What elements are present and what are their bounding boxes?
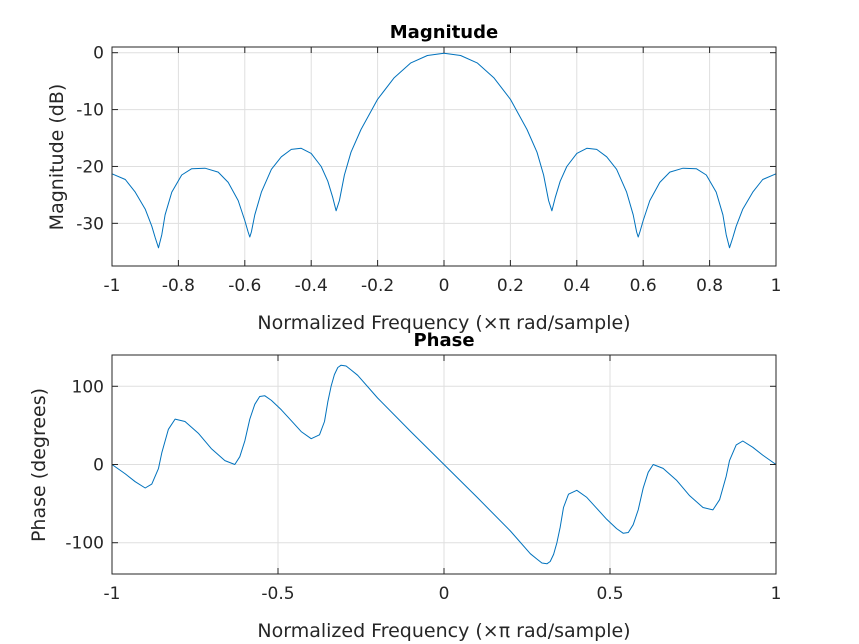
magnitude-xtick-label: -0.4: [295, 276, 328, 296]
magnitude-ytick-label: -30: [76, 214, 104, 234]
magnitude-xtick-label: -1: [104, 276, 121, 296]
phase-xtick-label: 1: [771, 584, 782, 604]
magnitude-xtick-label: -0.2: [361, 276, 394, 296]
magnitude-curve: [111, 52, 777, 249]
magnitude-ytick-label: -10: [76, 101, 104, 121]
magnitude-axes: -1 -0.8 -0.6 -0.4 -0.2 0 0.2 0.4 0.6 0.8 1 0 -10 -20 -…: [46, 22, 781, 334]
magnitude-xtick-label: 0.4: [563, 276, 590, 296]
magnitude-xtick-label: 0.6: [630, 276, 657, 296]
phase-ytick-label: 100: [72, 377, 104, 397]
magnitude-xtick-label: -0.8: [162, 276, 195, 296]
phase-title: Phase: [413, 330, 474, 351]
magnitude-ylabel: Magnitude (dB): [46, 84, 68, 231]
magnitude-xtick-label: 0: [439, 276, 450, 296]
phase-ytick-label: -100: [65, 534, 104, 554]
phase-xtick-label: 0.5: [596, 584, 623, 604]
magnitude-xlabel: Normalized Frequency (×π rad/sample): [257, 312, 630, 334]
phase-xtick-label: -1: [104, 584, 121, 604]
magnitude-xtick-label: 1: [771, 276, 782, 296]
magnitude-ytick-label: -20: [76, 157, 104, 177]
magnitude-title: Magnitude: [390, 22, 498, 43]
magnitude-xtick-label: 0.8: [696, 276, 723, 296]
phase-xlabel: Normalized Frequency (×π rad/sample): [257, 620, 630, 642]
phase-ylabel: Phase (degrees): [28, 388, 50, 542]
phase-axes: -1 -0.5 0 0.5 1 100 0 -100 Phase Normalized Fre…: [28, 330, 781, 642]
phase-curve: [111, 364, 777, 565]
phase-xtick-label: 0: [439, 584, 450, 604]
phase-xtick-label: -0.5: [261, 584, 294, 604]
magnitude-xtick-label: -0.6: [228, 276, 261, 296]
magnitude-ytick-label: 0: [93, 44, 104, 64]
phase-ytick-label: 0: [93, 456, 104, 476]
magnitude-xtick-label: 0.2: [497, 276, 524, 296]
